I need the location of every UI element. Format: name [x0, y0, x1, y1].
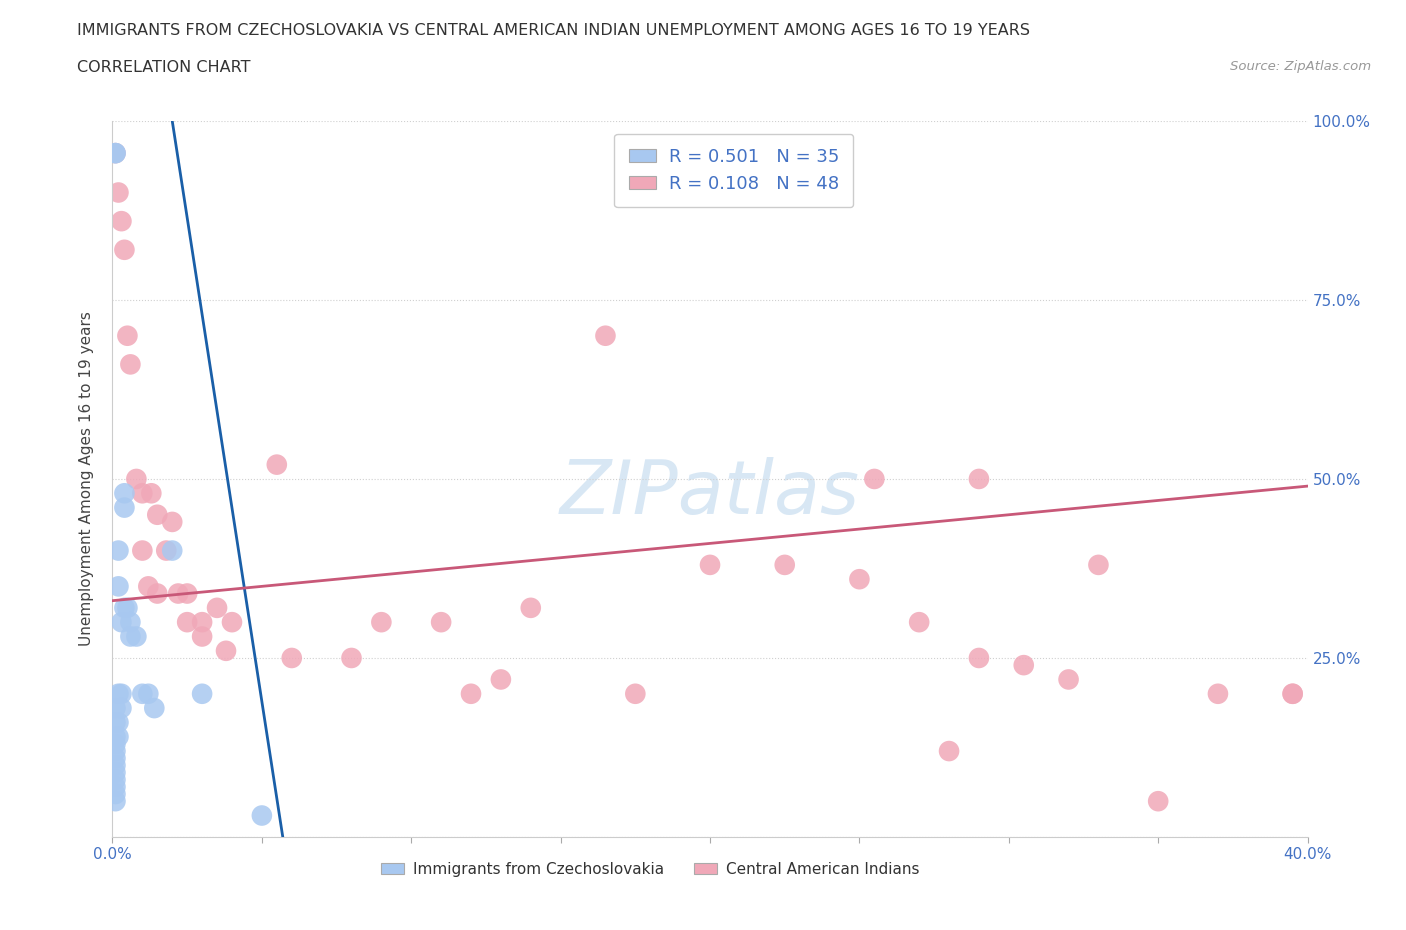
Point	[117, 328, 139, 343]
Point	[107, 543, 129, 558]
Point	[104, 737, 127, 751]
Point	[848, 572, 870, 587]
Point	[104, 729, 127, 744]
Point	[104, 715, 127, 730]
Point	[460, 686, 482, 701]
Point	[131, 543, 153, 558]
Point	[104, 794, 127, 809]
Point	[120, 357, 142, 372]
Y-axis label: Unemployment Among Ages 16 to 19 years: Unemployment Among Ages 16 to 19 years	[79, 312, 94, 646]
Point	[250, 808, 273, 823]
Point	[863, 472, 886, 486]
Legend: Immigrants from Czechoslovakia, Central American Indians: Immigrants from Czechoslovakia, Central …	[374, 856, 927, 884]
Text: Source: ZipAtlas.com: Source: ZipAtlas.com	[1230, 60, 1371, 73]
Point	[967, 651, 990, 666]
Point	[114, 500, 135, 515]
Point	[430, 615, 453, 630]
Point	[967, 472, 990, 486]
Point	[104, 772, 127, 787]
Point	[191, 686, 214, 701]
Point	[107, 185, 129, 200]
Point	[107, 686, 129, 701]
Point	[107, 578, 129, 594]
Point	[131, 485, 153, 500]
Point	[104, 146, 127, 161]
Point	[104, 758, 127, 773]
Point	[162, 514, 183, 529]
Point	[110, 700, 132, 715]
Point	[138, 686, 160, 701]
Point	[1012, 658, 1035, 672]
Point	[167, 586, 190, 601]
Point	[1206, 686, 1229, 701]
Point	[146, 586, 169, 601]
Point	[155, 543, 177, 558]
Point	[141, 485, 163, 500]
Point	[110, 686, 132, 701]
Point	[114, 243, 135, 258]
Point	[340, 651, 363, 666]
Point	[520, 601, 543, 616]
Point	[773, 557, 796, 572]
Point	[162, 543, 183, 558]
Point	[699, 557, 721, 572]
Point	[624, 686, 647, 701]
Point	[938, 744, 960, 759]
Point	[205, 601, 228, 616]
Point	[489, 672, 512, 687]
Point	[104, 751, 127, 765]
Point	[1057, 672, 1080, 687]
Point	[221, 615, 243, 630]
Point	[117, 601, 139, 616]
Point	[191, 629, 214, 644]
Point	[146, 508, 169, 523]
Point	[143, 700, 166, 715]
Point	[1087, 557, 1109, 572]
Point	[114, 485, 135, 500]
Point	[104, 146, 127, 161]
Point	[104, 744, 127, 759]
Point	[104, 787, 127, 802]
Point	[1147, 794, 1170, 809]
Point	[215, 644, 238, 658]
Point	[120, 615, 142, 630]
Point	[281, 651, 304, 666]
Text: CORRELATION CHART: CORRELATION CHART	[77, 60, 250, 75]
Point	[176, 586, 198, 601]
Point	[107, 715, 129, 730]
Point	[104, 146, 127, 161]
Point	[114, 601, 135, 616]
Point	[595, 328, 617, 343]
Point	[370, 615, 392, 630]
Point	[1281, 686, 1303, 701]
Text: ZIPatlas: ZIPatlas	[560, 458, 860, 529]
Point	[176, 615, 198, 630]
Point	[104, 700, 127, 715]
Point	[191, 615, 214, 630]
Point	[266, 458, 288, 472]
Point	[1281, 686, 1303, 701]
Point	[908, 615, 931, 630]
Point	[125, 472, 148, 486]
Point	[107, 729, 129, 744]
Point	[104, 765, 127, 780]
Point	[125, 629, 148, 644]
Point	[110, 615, 132, 630]
Point	[138, 578, 160, 594]
Text: IMMIGRANTS FROM CZECHOSLOVAKIA VS CENTRAL AMERICAN INDIAN UNEMPLOYMENT AMONG AGE: IMMIGRANTS FROM CZECHOSLOVAKIA VS CENTRA…	[77, 23, 1031, 38]
Point	[131, 686, 153, 701]
Point	[104, 779, 127, 794]
Point	[110, 214, 132, 229]
Point	[120, 629, 142, 644]
